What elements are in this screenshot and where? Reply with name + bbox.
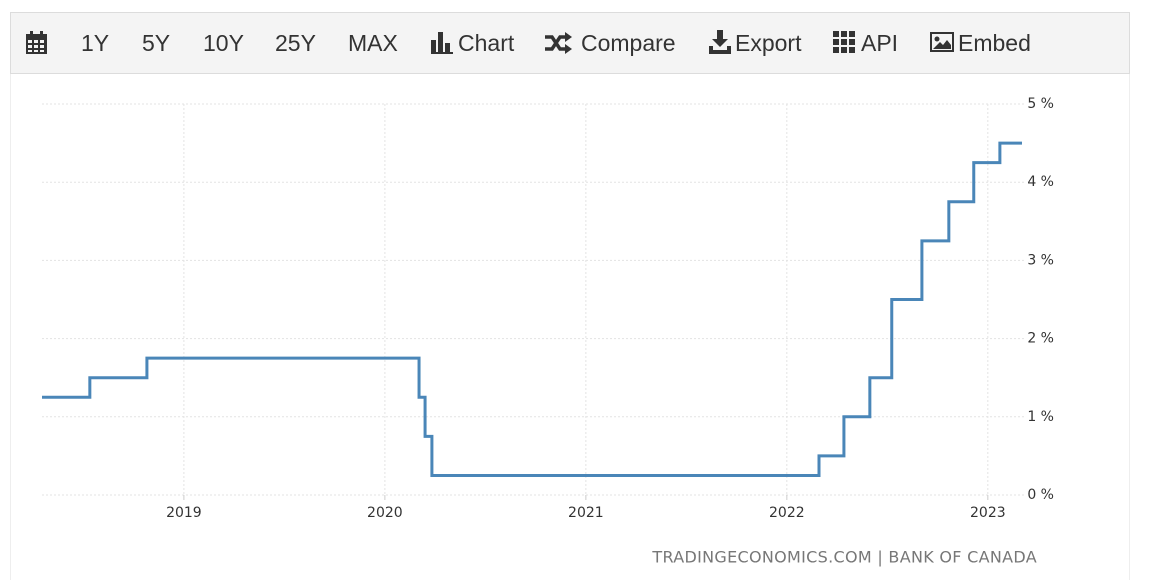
compare-icon[interactable]	[545, 32, 573, 54]
range-5y[interactable]: 5Y	[142, 30, 171, 56]
toolbar: 1Y 5Y 10Y 25Y MAX Chart Compare Export A…	[10, 12, 1130, 74]
range-1y[interactable]: 1Y	[81, 30, 110, 56]
source-label: TRADINGECONOMICS.COM | BANK OF CANADA	[651, 548, 1037, 567]
y-tick-label: 4 %	[1027, 174, 1054, 190]
export-button[interactable]: Export	[735, 30, 802, 56]
chart-icon[interactable]	[431, 32, 455, 54]
chart-button[interactable]: Chart	[458, 30, 515, 56]
x-tick-label: 2023	[970, 505, 1006, 521]
y-tick-label: 3 %	[1027, 252, 1054, 268]
api-button[interactable]: API	[861, 30, 899, 56]
range-max[interactable]: MAX	[348, 30, 398, 56]
embed-button[interactable]: Embed	[958, 30, 1031, 56]
api-icon[interactable]	[833, 31, 855, 53]
chart-frame	[10, 74, 1130, 580]
range-25y[interactable]: 25Y	[275, 30, 316, 56]
data-line	[42, 141, 1022, 477]
x-tick-label: 2022	[769, 505, 805, 521]
y-tick-label: 0 %	[1027, 487, 1054, 503]
range-10y[interactable]: 10Y	[203, 30, 244, 56]
embed-icon[interactable]	[930, 32, 954, 52]
calendar-icon[interactable]	[25, 31, 49, 55]
export-icon[interactable]	[709, 30, 731, 54]
x-tick-label: 2019	[166, 505, 202, 521]
y-tick-label: 5 %	[1027, 96, 1054, 112]
x-tick-label: 2021	[568, 505, 604, 521]
y-tick-label: 2 %	[1027, 331, 1054, 347]
y-tick-label: 1 %	[1027, 409, 1054, 425]
compare-button[interactable]: Compare	[581, 30, 676, 56]
x-tick-label: 2020	[367, 505, 403, 521]
